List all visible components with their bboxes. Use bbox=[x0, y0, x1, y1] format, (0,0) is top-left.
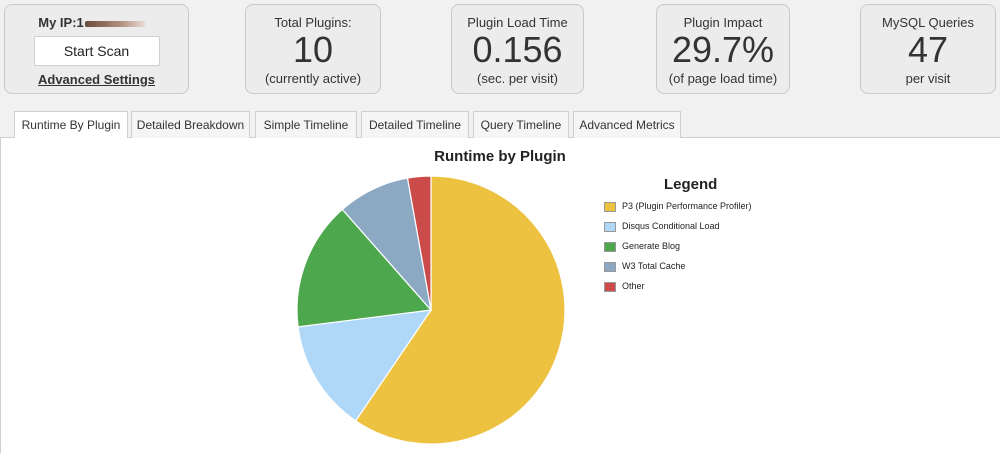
tab-detailed-timeline[interactable]: Detailed Timeline bbox=[361, 111, 469, 138]
legend-label: Disqus Conditional Load bbox=[622, 221, 720, 231]
legend-label: Other bbox=[622, 281, 645, 291]
stat-plugin-load-time: Plugin Load Time 0.156 (sec. per visit) bbox=[451, 4, 584, 94]
legend-item: W3 Total Cache bbox=[604, 260, 685, 272]
legend-swatch bbox=[604, 241, 616, 252]
stat-value: 0.156 bbox=[472, 29, 563, 70]
legend-item: Disqus Conditional Load bbox=[604, 220, 720, 232]
tab-bar: Runtime By Plugin Detailed Breakdown Sim… bbox=[0, 104, 1000, 139]
legend-swatch bbox=[604, 281, 616, 292]
legend-title: Legend bbox=[664, 176, 718, 193]
stat-plugin-impact: Plugin Impact 29.7% (of page load time) bbox=[656, 4, 790, 94]
stat-title: MySQL Queries bbox=[882, 15, 974, 30]
stat-title: Total Plugins: bbox=[274, 15, 352, 30]
legend-swatch bbox=[604, 261, 616, 272]
stat-title: Plugin Load Time bbox=[467, 15, 568, 30]
stat-subtitle: per visit bbox=[905, 71, 951, 86]
stats-header: My IP:1 Start Scan Advanced Settings Tot… bbox=[0, 0, 1000, 104]
legend-swatch bbox=[604, 221, 616, 232]
pie-slice-disqus-conditional-load bbox=[297, 309, 433, 422]
legend-label: Generate Blog bbox=[622, 241, 681, 251]
advanced-settings-link[interactable]: Advanced Settings bbox=[37, 72, 156, 87]
tab-query-timeline[interactable]: Query Timeline bbox=[473, 111, 569, 138]
stat-mysql-queries: MySQL Queries 47 per visit bbox=[860, 4, 996, 94]
stat-value: 47 bbox=[907, 29, 949, 70]
tab-advanced-metrics[interactable]: Advanced Metrics bbox=[573, 111, 681, 138]
pie-slice-p3-plugin-performance-profiler bbox=[354, 175, 566, 445]
tab-detailed-breakdown[interactable]: Detailed Breakdown bbox=[131, 111, 250, 138]
legend-swatch bbox=[604, 201, 616, 212]
my-ip-row: My IP:1 bbox=[5, 15, 188, 30]
legend-item: Other bbox=[604, 280, 645, 292]
stat-value: 10 bbox=[292, 29, 334, 70]
stat-value: 29.7% bbox=[671, 29, 775, 70]
legend-item: P3 (Plugin Performance Profiler) bbox=[604, 200, 752, 212]
legend-label: P3 (Plugin Performance Profiler) bbox=[622, 201, 752, 211]
pie-slice-generate-blog bbox=[296, 208, 433, 328]
stat-subtitle: (currently active) bbox=[264, 71, 362, 86]
legend-item: Generate Blog bbox=[604, 240, 680, 252]
stat-subtitle: (of page load time) bbox=[668, 71, 778, 86]
my-ip-label: My IP:1 bbox=[38, 15, 84, 30]
stat-subtitle: (sec. per visit) bbox=[477, 71, 558, 86]
start-scan-button[interactable]: Start Scan bbox=[33, 36, 160, 66]
legend-label: W3 Total Cache bbox=[622, 261, 686, 271]
stat-total-plugins: Total Plugins: 10 (currently active) bbox=[245, 4, 381, 94]
ip-redaction bbox=[84, 20, 145, 27]
chart-title: Runtime by Plugin bbox=[434, 148, 566, 165]
tab-simple-timeline[interactable]: Simple Timeline bbox=[255, 111, 357, 138]
scan-box: My IP:1 Start Scan Advanced Settings bbox=[4, 4, 189, 94]
pie-slice-other bbox=[406, 175, 432, 311]
tab-runtime-by-plugin[interactable]: Runtime By Plugin bbox=[14, 111, 128, 139]
stat-title: Plugin Impact bbox=[683, 15, 763, 30]
